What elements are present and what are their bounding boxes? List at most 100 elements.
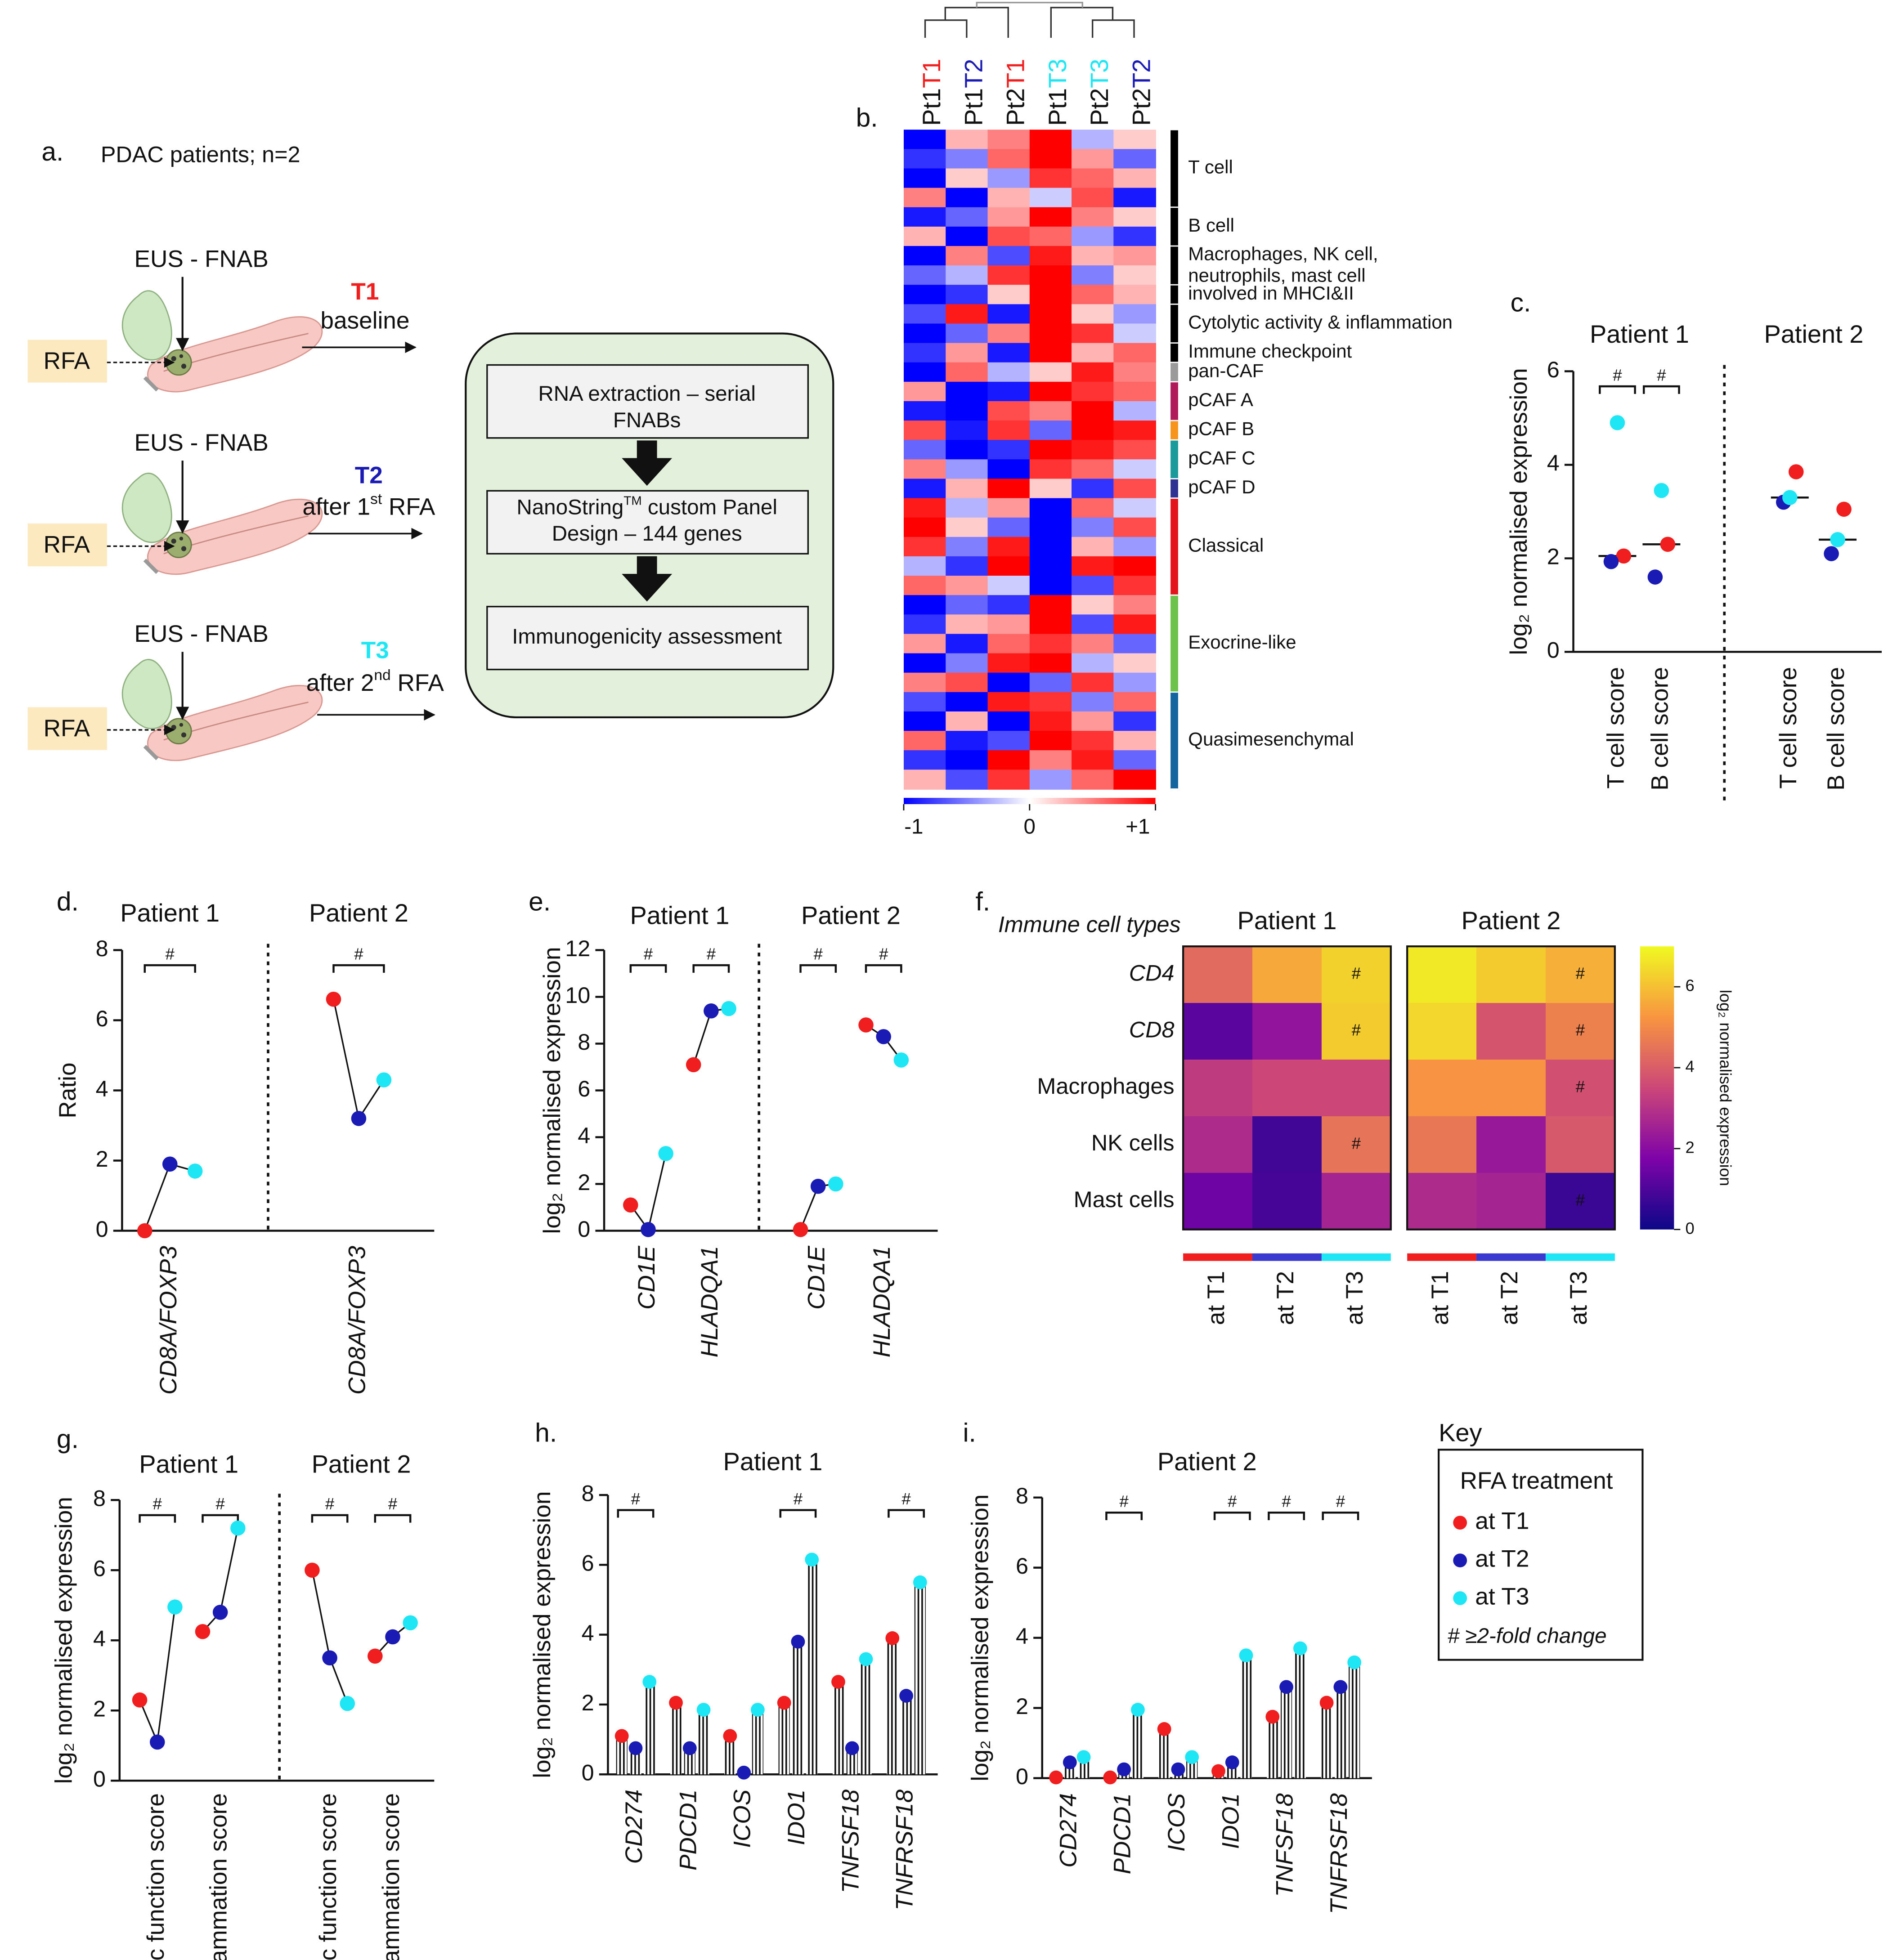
heat-frame bbox=[1182, 945, 1392, 1231]
chart-title: Patient 1 bbox=[723, 1447, 823, 1476]
panel-title: Patient 2 bbox=[1462, 906, 1561, 935]
sig-bracket bbox=[139, 1514, 176, 1523]
x-tick-label: PDCD1 bbox=[1109, 1793, 1136, 1874]
heat-cell bbox=[1072, 731, 1114, 751]
heat-cell bbox=[1072, 265, 1114, 286]
panel-title: Patient 1 bbox=[1238, 906, 1337, 935]
dot bbox=[1654, 483, 1669, 498]
heat-cell bbox=[946, 711, 988, 732]
column-time: T1 bbox=[1001, 59, 1029, 88]
dot bbox=[893, 1052, 909, 1068]
column-patient: Pt1 bbox=[1043, 88, 1072, 126]
panel-letter: b. bbox=[856, 103, 878, 132]
heat-cell bbox=[1072, 188, 1114, 208]
time-label: T2 bbox=[355, 462, 383, 489]
heat-cell bbox=[903, 343, 946, 363]
dot bbox=[1171, 1762, 1185, 1777]
dot bbox=[828, 1176, 843, 1192]
sig-label: # bbox=[631, 1490, 641, 1508]
heat-cell bbox=[1476, 1059, 1547, 1117]
sig-bracket bbox=[311, 1514, 349, 1523]
dot bbox=[858, 1017, 874, 1033]
heat-cell bbox=[1029, 517, 1072, 538]
column-label: at T3 bbox=[1565, 1271, 1592, 1325]
column-bar bbox=[1407, 1253, 1477, 1261]
sig-label: # bbox=[1336, 1492, 1345, 1510]
y-axis-label: Ratio bbox=[54, 1062, 81, 1118]
group-label-line: Macrophages, NK cell, bbox=[1188, 243, 1378, 264]
column-label: at T3 bbox=[1341, 1271, 1368, 1325]
heat-cell bbox=[1029, 537, 1072, 557]
stem bbox=[778, 1703, 790, 1775]
connector bbox=[139, 1606, 176, 1745]
heat-cell bbox=[1072, 343, 1114, 363]
sig-label: # bbox=[1228, 1492, 1237, 1510]
sig-label: # bbox=[216, 1495, 225, 1513]
heat-cell bbox=[903, 226, 946, 247]
panel-letter: f. bbox=[975, 887, 990, 917]
heat-cell bbox=[1029, 207, 1072, 228]
heat-cell bbox=[1113, 304, 1156, 324]
x-tick-label: CD8A/FOXP3 bbox=[344, 1246, 370, 1395]
heat-cell bbox=[1029, 576, 1072, 596]
panel-a: a. PDAC patients; n=2 EUS - FNAB RFA T1 … bbox=[27, 137, 834, 761]
colorbar-tick-label: 0 bbox=[1024, 815, 1036, 839]
dot bbox=[351, 1111, 367, 1126]
group-label-line: pan-CAF bbox=[1188, 360, 1264, 381]
heat-cell bbox=[1072, 440, 1114, 460]
heat-cell bbox=[1029, 188, 1072, 208]
group-label-line: involved in MHCI&II bbox=[1188, 282, 1354, 304]
y-tick-label: 0 bbox=[582, 1760, 594, 1785]
column-label: Pt2T2 bbox=[1127, 59, 1155, 126]
x-tick-label: CD1E bbox=[803, 1246, 830, 1310]
heat-cell bbox=[1113, 731, 1156, 751]
stem bbox=[644, 1682, 655, 1775]
time-desc-part: RFA bbox=[391, 670, 444, 696]
sig-label: # bbox=[1576, 1078, 1585, 1096]
heat-cell bbox=[987, 711, 1031, 732]
heat-cell bbox=[1029, 770, 1072, 790]
heat-cell bbox=[987, 672, 1031, 693]
group-label-line: Quasimesenchymal bbox=[1188, 729, 1354, 750]
group-label-line: pCAF D bbox=[1188, 476, 1255, 497]
y-tick-label: 6 bbox=[578, 1076, 590, 1101]
group-label-line: Classical bbox=[1188, 534, 1264, 555]
time-desc: after 2nd RFA bbox=[306, 667, 444, 697]
sig-bracket bbox=[1213, 1512, 1251, 1521]
stem bbox=[1280, 1687, 1292, 1778]
heat-cell bbox=[1252, 1116, 1323, 1174]
heat-cell bbox=[946, 479, 988, 499]
stem bbox=[900, 1696, 912, 1775]
dot bbox=[1830, 532, 1845, 547]
stem bbox=[806, 1559, 818, 1775]
heat-cell bbox=[1072, 362, 1114, 383]
column-bar bbox=[1183, 1253, 1253, 1261]
group-bar bbox=[1170, 208, 1178, 246]
chart-title: Patient 2 bbox=[1157, 1447, 1257, 1476]
dot bbox=[751, 1703, 765, 1717]
panel-title: PDAC patients; n=2 bbox=[101, 141, 300, 167]
x-tick-label: TNFRSF18 bbox=[1326, 1793, 1352, 1914]
heat-cell bbox=[987, 304, 1031, 324]
heat-cell bbox=[903, 556, 946, 577]
heat-cell bbox=[946, 672, 988, 693]
heat-cell bbox=[987, 246, 1031, 266]
heat-cell bbox=[1113, 188, 1156, 208]
heat-cell bbox=[903, 323, 946, 344]
time-desc: after 1st RFA bbox=[302, 491, 435, 520]
heat-cell bbox=[1029, 226, 1072, 247]
row-title: Immune cell types bbox=[998, 912, 1181, 937]
sig-label: # bbox=[325, 1495, 335, 1513]
dot bbox=[305, 1562, 320, 1578]
heat-cell bbox=[1072, 421, 1114, 441]
heat-cell bbox=[1029, 672, 1072, 693]
y-tick-label: 0 bbox=[1547, 637, 1560, 663]
y-tick-label: 6 bbox=[96, 1006, 108, 1031]
key-marker bbox=[1453, 1516, 1467, 1530]
column-patient: Pt2 bbox=[1085, 88, 1113, 126]
group-label-line: pCAF B bbox=[1188, 418, 1254, 439]
sig-label: # bbox=[166, 944, 175, 963]
group-bar bbox=[1170, 363, 1178, 381]
group-label: Quasimesenchymal bbox=[1188, 729, 1354, 750]
heat-cell bbox=[1321, 946, 1392, 1004]
